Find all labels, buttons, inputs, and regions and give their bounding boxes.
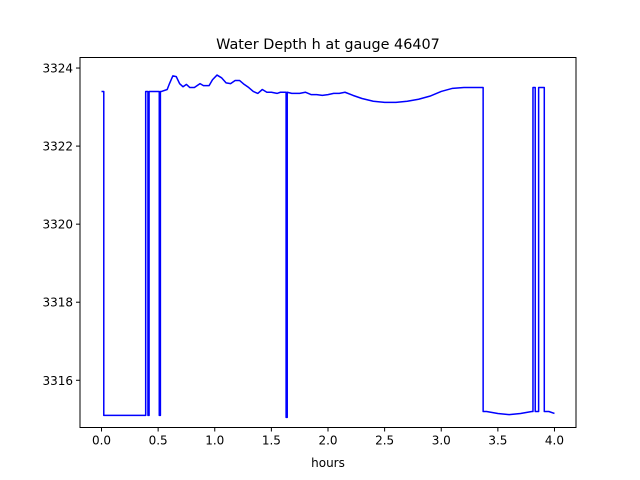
x-tick-label: 2.5 (375, 434, 394, 448)
y-tick-label: 3324 (42, 62, 73, 76)
x-tick-label: 1.0 (205, 434, 224, 448)
y-tick-label: 3322 (42, 140, 73, 154)
y-tick-label: 3316 (42, 374, 73, 388)
x-tick-label: 3.5 (488, 434, 507, 448)
x-tick-label: 0.0 (92, 434, 111, 448)
chart-title: Water Depth h at gauge 46407 (216, 37, 440, 53)
x-tick-label: 2.0 (318, 434, 337, 448)
x-axis-label: hours (311, 456, 345, 470)
y-tick-label: 3320 (42, 218, 73, 232)
x-tick-label: 4.0 (545, 434, 564, 448)
y-tick-label: 3318 (42, 296, 73, 310)
x-tick-label: 0.5 (149, 434, 168, 448)
plot-area (101, 74, 555, 419)
y-axis: 3316 3318 3320 3322 3324 (42, 62, 80, 388)
x-tick-label: 1.5 (262, 434, 281, 448)
x-tick-label: 3.0 (432, 434, 451, 448)
x-axis: 0.0 0.5 1.0 1.5 2.0 2.5 3.0 3.5 4.0 (92, 427, 564, 448)
series-line-0 (101, 74, 555, 419)
